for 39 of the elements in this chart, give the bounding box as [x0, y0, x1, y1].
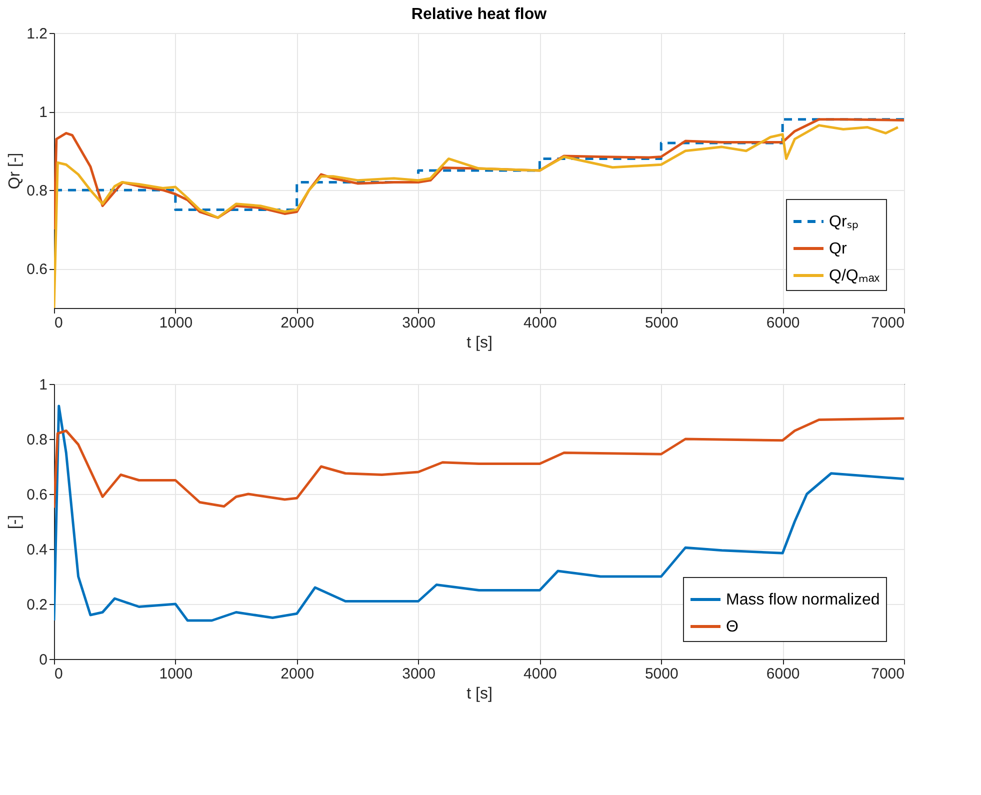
chart-title: Relative heat flow — [411, 6, 548, 23]
y-tick-label: 1.2 — [26, 26, 48, 42]
x-tick-label: 4000 — [524, 314, 557, 332]
y-axis-title: [-] — [6, 514, 24, 530]
legend-label: Qr — [829, 240, 848, 258]
x-tick-label: 6000 — [766, 666, 800, 682]
line-series — [54, 417, 904, 509]
x-tick-label: 1000 — [159, 314, 193, 332]
y-tick-label: 0.2 — [26, 596, 48, 614]
x-tick-label: 5000 — [644, 314, 678, 332]
x-tick-label: 3000 — [402, 666, 436, 682]
x-tick-label: 2000 — [280, 314, 314, 332]
legend-label: Q/Qₘₐₓ — [829, 268, 880, 284]
x-axis-title: t [s] — [466, 686, 492, 702]
y-tick-label: 0.6 — [26, 261, 48, 278]
y-tick-label: 0 — [39, 652, 48, 668]
x-tick-label: 5000 — [644, 666, 678, 682]
y-tick-label: 0.6 — [26, 486, 48, 504]
y-tick-label: 0.4 — [26, 542, 48, 558]
x-axis-title: t [s] — [466, 334, 492, 352]
legend-label: Qrₛₚ — [829, 214, 858, 230]
y-axis-title: Qr [-] — [6, 152, 24, 190]
line-series — [54, 124, 900, 308]
x-tick-label: 0 — [54, 314, 63, 332]
y-tick-label: 1 — [39, 376, 48, 394]
x-tick-label: 3000 — [402, 314, 436, 332]
x-tick-label: 7000 — [871, 314, 904, 332]
x-tick-label: 0 — [54, 666, 63, 682]
y-tick-label: 1 — [39, 104, 48, 122]
y-tick-label: 0.8 — [26, 182, 48, 200]
x-tick-label: 6000 — [766, 314, 800, 332]
legend-label: Mass flow normalized — [726, 592, 880, 608]
y-tick-label: 0.8 — [26, 432, 48, 448]
x-tick-label: 1000 — [159, 666, 193, 682]
x-tick-label: 4000 — [524, 666, 557, 682]
x-tick-label: 2000 — [280, 666, 314, 682]
x-tick-label: 7000 — [871, 666, 904, 682]
line-series — [54, 404, 904, 622]
legend-label: Θ — [726, 618, 738, 636]
